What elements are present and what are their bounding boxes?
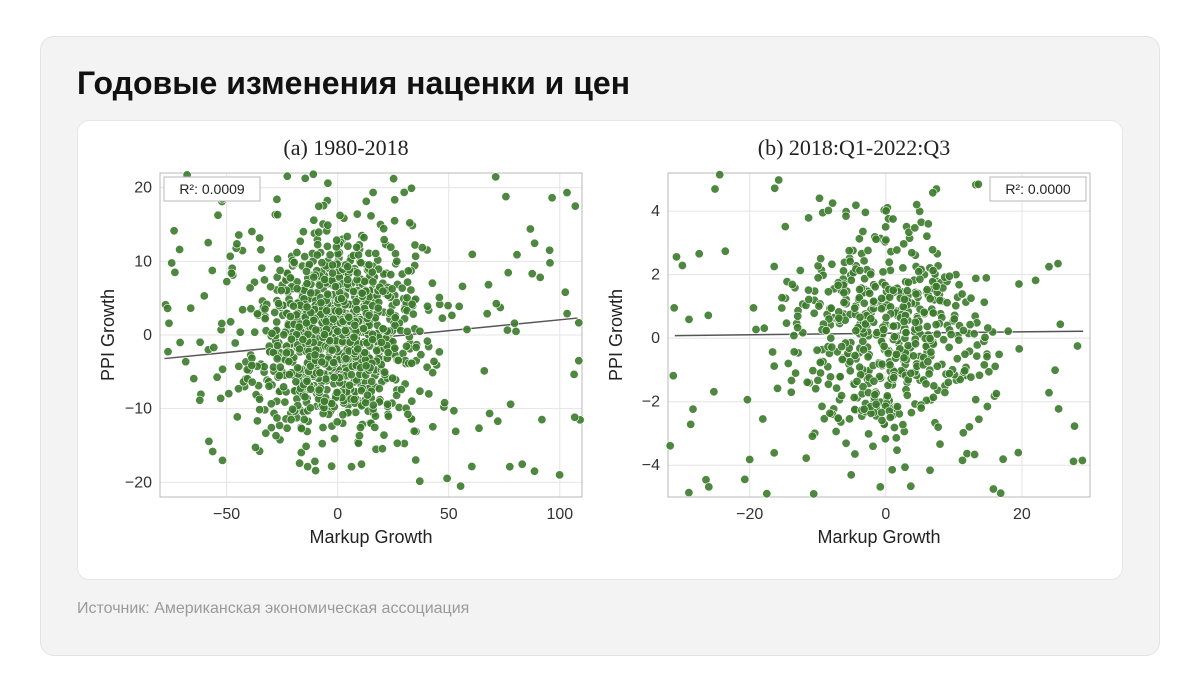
svg-text:Markup Growth: Markup Growth bbox=[817, 527, 940, 547]
svg-text:100: 100 bbox=[546, 506, 573, 523]
svg-text:R²: 0.0000: R²: 0.0000 bbox=[1005, 181, 1071, 197]
svg-text:50: 50 bbox=[440, 506, 458, 523]
svg-text:0: 0 bbox=[333, 506, 342, 523]
page-title: Годовые изменения наценки и цен bbox=[77, 65, 1123, 102]
scatter-b: −20020−4−2024Markup GrowthPPI GrowthR²: … bbox=[604, 165, 1104, 555]
svg-text:20: 20 bbox=[134, 180, 152, 197]
chart-container: (a) 1980-2018 −50050100−20−1001020Markup… bbox=[77, 120, 1123, 580]
panel-a-title: (a) 1980-2018 bbox=[96, 135, 596, 161]
svg-text:0: 0 bbox=[143, 327, 152, 344]
svg-text:2: 2 bbox=[651, 267, 660, 284]
panel-a-plot: −50 0 50 100 −20 −10 0 10 20 Markup Growth PPI Gro… bbox=[96, 165, 596, 555]
panel-a: (a) 1980-2018 −50 0 50 100 −20 −10 0 10 20 Markup… bbox=[96, 131, 596, 575]
svg-text:Markup Growth: Markup Growth bbox=[309, 527, 432, 547]
panel-b-plot: −20020−4−2024Markup GrowthPPI GrowthR²: … bbox=[604, 165, 1104, 555]
svg-text:10: 10 bbox=[134, 253, 152, 270]
scatter-a: −50 0 50 100 −20 −10 0 10 20 Markup Growth PPI Gro… bbox=[96, 165, 596, 555]
panel-b-title: (b) 2018:Q1-2022:Q3 bbox=[604, 135, 1104, 161]
svg-text:20: 20 bbox=[1013, 506, 1031, 523]
svg-text:PPI Growth: PPI Growth bbox=[98, 289, 118, 381]
svg-text:−4: −4 bbox=[642, 457, 660, 474]
svg-text:−20: −20 bbox=[125, 474, 152, 491]
source-citation: Источник: Американская экономическая асс… bbox=[77, 600, 1123, 618]
svg-text:R²: 0.0009: R²: 0.0009 bbox=[179, 181, 245, 197]
svg-text:−20: −20 bbox=[736, 506, 763, 523]
svg-text:4: 4 bbox=[651, 203, 660, 220]
panel-b: (b) 2018:Q1-2022:Q3 −20020−4−2024Markup … bbox=[604, 131, 1104, 575]
svg-text:−50: −50 bbox=[213, 506, 240, 523]
svg-text:0: 0 bbox=[881, 506, 890, 523]
svg-text:PPI Growth: PPI Growth bbox=[606, 289, 626, 381]
svg-text:0: 0 bbox=[651, 330, 660, 347]
figure-card: Годовые изменения наценки и цен (a) 1980… bbox=[40, 36, 1160, 656]
svg-text:−10: −10 bbox=[125, 401, 152, 418]
svg-text:−2: −2 bbox=[642, 394, 660, 411]
